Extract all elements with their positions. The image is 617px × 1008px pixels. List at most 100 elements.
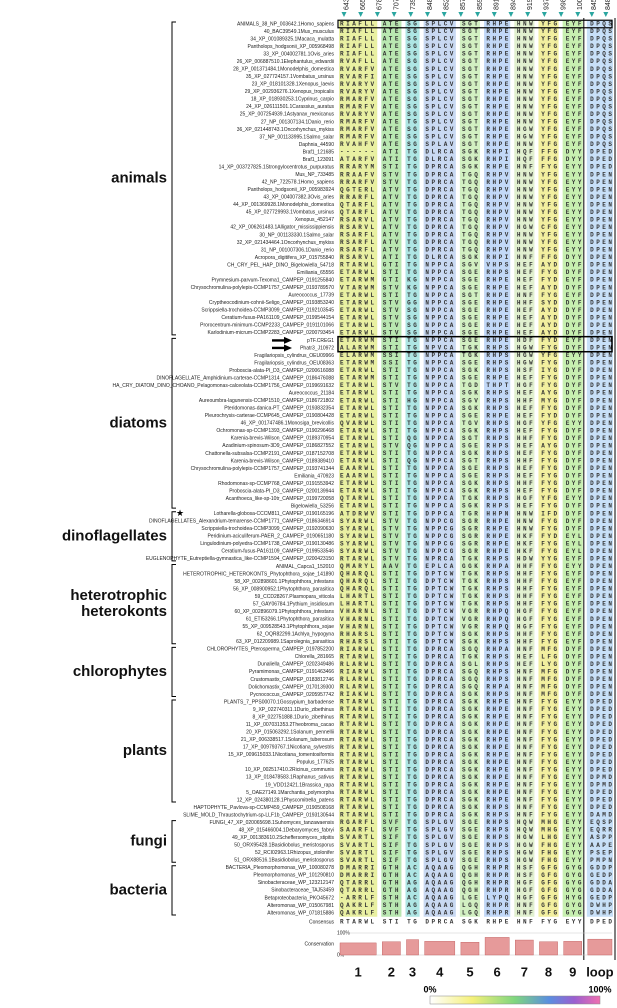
sequence: ETARWL STI TG NPPCA SGK RHPS HHF FYG DYF… (340, 480, 612, 487)
sequence-name: Daphnia_44590 (299, 142, 335, 148)
sequence-name: Lingulodinium-polyedra-CCMP1738_CAMPEP_0… (200, 541, 334, 547)
conservation-tick: 0% (337, 952, 345, 958)
sequence: SYARWL STV TG NPPCG SGR RHPE HKF FYG EYL… (340, 540, 612, 547)
sequence-name: Fragilariopsis_cylindrus_OEU08363 (254, 360, 334, 366)
sequence: SAARFL SVF TG SPLGV SGE RHPS HQW MHG EYY… (340, 827, 612, 834)
sequence-name: DINOFLAGELLATE_Amphidinium-carterae-CCMP… (157, 375, 335, 381)
sequence-name: 59_CCD28267.Plasmopara_viticola (255, 594, 334, 600)
position-marker (358, 12, 364, 17)
sequence: RRARFV STV TG DPRCA TGQ RHPV HNW YFG EYY… (340, 179, 612, 186)
sequence: RMARFV ATE SG SPLCV SGT RHPE HNW YFG EYF… (340, 103, 612, 110)
sequence-name: FUNGI_47_XP_020065698.1Suhomyces_tanzawa… (209, 820, 334, 826)
sequence-name: 36_XP_021448743.1Oncorhynchus_mykiss (237, 127, 335, 133)
sequence: RSARFL ATV TG DPRCA TGQ RHPV HNW YFG EYY… (340, 247, 612, 254)
sequence-name: Prorocentrum-minimum-CCMP2233_CAMPEP_019… (200, 323, 334, 329)
sequence-name: 61_ETI53266.1Phytophthora_parasitica (246, 617, 334, 623)
sequence-name: Aureococcus_17739 (288, 293, 334, 299)
sequence: QAKRLF STH AG AQAAG LGQ RHPR HNF GFG GYG… (340, 902, 612, 909)
sequence: ELARWM SSI TG NPPCA TGK RHPS HGW YFG EYY… (340, 352, 612, 359)
position-label: 998 (560, 0, 567, 10)
sequence: SYARWL STV TG NPPCG SGR RHPE HKF FYD EYL… (340, 533, 612, 540)
sequence-name: Pycnococcus_CAMPEP_0205957742 (250, 692, 334, 698)
sequence-name: 50_ORX95428.1Basidiobolus_meristosporus (234, 843, 334, 849)
position-label: 1000 (577, 0, 584, 10)
sequence-name: 52_RCI02963.1Rhizopus_stolonifer (255, 850, 334, 856)
sequence-name: 33_XP_004002781.1Ovis_aries (263, 51, 334, 57)
sequence: ETARWM STI TG NPPCA SGE RHPE HDF FYD EYF… (340, 337, 612, 344)
sequence: RSARVL ATV TG DPRCA TGQ RHPV HNW YFG EYY… (340, 216, 612, 223)
sequence: ATDRWV STI TG DPPCA TGR HHPN HNW IFD DYF… (340, 510, 612, 517)
sequence: RRAAFV STV TG DPRCA TGQ RHPV HNW YFG EYY… (340, 171, 612, 178)
sequence-name: Dolichomastix_CAMPEP_0170139300 (248, 684, 334, 690)
sequence: RSARVL ATI TG DLRCA SGK RHPI HNF FFG DYY… (340, 254, 612, 261)
sequence: RTARWL STI TG DPRCA SGK RHPE HNF FYG EYY… (340, 766, 612, 773)
sequence: ETARWL STI TG NPPCA SGT RHPE HNF FYG EYF… (340, 292, 612, 299)
position-marker (589, 12, 595, 17)
sequence: RMARFV ATE SG SPLCV SGT RHPE HGW YFG EYF… (340, 126, 612, 133)
sequence-name: Chrysochromulina-polylepis-CCMP1757_CAMP… (191, 285, 335, 291)
group-label: chlorophytes (73, 663, 167, 680)
segment-label: 3 (409, 964, 416, 979)
position-marker (391, 12, 397, 17)
sequence: RVARYV ATE SG SPLCV SGT RHPE HNW YFG EYF… (340, 81, 612, 88)
sequence-name: Dunaliella_CAMPEP_0202349486 (258, 662, 335, 668)
sequence-name: Pantholops_hodgsonii_XP_005983924 (248, 187, 335, 193)
conservation-bar (515, 939, 534, 956)
sequence: RHARSL STI TG DPTCW SGK RHPS HHF FYG EYF… (340, 631, 612, 638)
position-marker (341, 12, 347, 17)
sequence: ETARWM SSI TG NPPCA SGE RHPS HGW FYG DYF… (340, 360, 612, 367)
arrow (272, 336, 292, 344)
sequence-name: Cryptheocodinium-cohnii-Seligo_CAMPEP_01… (209, 300, 334, 306)
position-marker (374, 12, 380, 17)
sequence-name: 58_XP_002898601.1Phytophthora_infestans (234, 579, 334, 585)
sequence-name: 20_XP_015063292.1Solanum_pennellii (246, 730, 334, 736)
sequence: RTARWL STV TG NPRCA TGK RHPS HDW YYG EYF… (340, 555, 612, 562)
sequence-name: Peridinium-aciculiferum-PAER_2_CAMPEP_01… (207, 534, 334, 540)
sequence: VHARNL STI TG DPTCW VGR RHPQ HGF FYG EYF… (340, 608, 612, 615)
sequence-name: Rhodomonas-sp-CCMP768_CAMPEP_0191553942 (218, 481, 334, 487)
sequence: RVAHFV ATE SG SPLAV SGT RHPE HNW YFG EYF… (340, 141, 612, 148)
sequence: RIAFLL ATE SG SPLCV SGT RHPE HNW YFG EYF… (340, 43, 612, 50)
sequence-name: Azadinium-spinosum-3D9_CAMPEP_0186827552 (222, 443, 334, 449)
sequence: QTARRL GTH AG AQAAG QGH RHPR HGF GFG GYG… (340, 887, 612, 894)
sequence-name: CHLOROPHYTES_Pterosperma_CAMPEP_01978522… (207, 647, 335, 653)
sequence-name: Emiliania_470923 (294, 473, 334, 479)
sequence: QAKRLF STH AG AQAAG LGQ RHPR HNF GFG GYG… (340, 910, 612, 917)
column-band (562, 20, 583, 917)
sequence-name: Prymnesium-parvum-Texoma1_CAMPEP_0191255… (211, 277, 334, 283)
position-label: 665 (360, 0, 367, 10)
sequence: ALARWM STI TG NPVCA TGK RHPS HGW FYG DYF… (340, 345, 612, 352)
sequence-name: Chlorella_281665 (295, 654, 334, 660)
segment-label: 8 (545, 964, 552, 979)
sequence-name: Alteromonas_WP_071815886 (267, 910, 334, 916)
sequence: ETARWL STI HG NPPCA SGV RHPS HHF MYG DYF… (340, 397, 612, 404)
column-band (514, 20, 535, 917)
group-label: heterotrophic (70, 587, 167, 604)
sequence-name: Ochromonas-sp-CCMP1393_CAMPEP_0190296468 (216, 428, 334, 434)
column-band (405, 20, 420, 917)
position-label: 643 (343, 0, 350, 10)
sequence: RTARWL STI TG DPRCA SGK RHPE HNF FYG EYY… (340, 744, 612, 751)
sequence-name: Pyramimonas_CAMPEP_0191463466 (249, 669, 334, 675)
sequence: VHARNL STI TG DPTCW VGR RHPQ HGF FYG EYF… (340, 623, 612, 630)
sequence-name: Sinobacteraceae_TAJ53459 (271, 888, 334, 894)
sequence-name: SLIME_MOLD_Thraustochytrium-sp-LLF1b_CAM… (183, 812, 334, 818)
sequence: RLARWL STI TG DPRCA SGQ RHPS HNF MFG DYF… (340, 676, 612, 683)
sequence-name: 24_XP_026111501.1Carassius_auratus (246, 104, 334, 110)
sequence: ETARWM STI TG NPPCA SGE RHPE HEF FYG DYF… (340, 375, 612, 382)
highlight-box (337, 19, 613, 29)
sequence-name: Karenia-brevis-Wilson_CAMPEP_0189389410 (231, 458, 335, 464)
group-label: bacteria (109, 881, 167, 898)
group-bracket (171, 511, 176, 562)
sequence: ETARWL STI TG NPPCA SGK RHPS HSF IYG DYF… (340, 367, 612, 374)
column-band (484, 20, 511, 917)
sequence-name: EUGLENOPHYTE_Eutreptiella-gymnastica_lik… (146, 556, 334, 562)
sequence: ETARWL STI TG NPPCA SGK RHPS HEF FYG DYF… (340, 405, 612, 412)
sequence-name: PLANTS_7_PPS00070.1Gossypium_barbadense (224, 699, 334, 705)
sequence-name: 32_XP_021434464.1Oncorhynchus_mykiss (237, 240, 335, 246)
sequence: RTARWL STI TG DPRCA SGK RHPE HNF FYG EYY… (340, 782, 612, 789)
sequence: ETARWL STI TG NPPCA SGE RHPS HEF FYG DYF… (340, 269, 612, 276)
sequence: QTARFL ATV TG DPRCA TGQ RHPV HNW YFG EYY… (340, 201, 612, 208)
sequence-name: Ceratium-fusus-PA161109_CAMPEP_019954415… (221, 315, 334, 321)
sequence-name: 44_XP_001369928.1Monodelphis_domestica (233, 202, 334, 208)
